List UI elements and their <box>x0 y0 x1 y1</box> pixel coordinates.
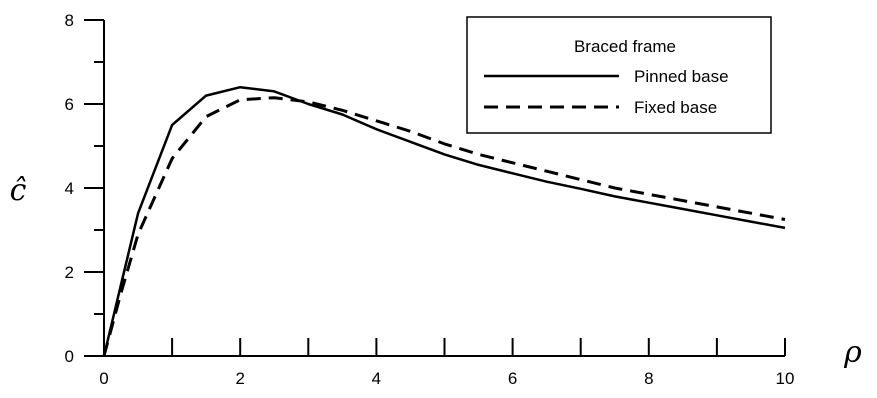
x-tick-label: 2 <box>235 369 244 388</box>
legend-label-fixed-base: Fixed base <box>634 98 717 117</box>
y-tick-label: 6 <box>65 95 74 114</box>
y-tick-label: 2 <box>65 263 74 282</box>
series-line-pinned-base <box>102 85 786 357</box>
x-tick-label: 8 <box>644 369 653 388</box>
x-axis-title: ρ <box>843 335 862 370</box>
x-tick-label: 10 <box>776 369 795 388</box>
x-tick-label: 0 <box>99 369 108 388</box>
legend-title: Braced frame <box>574 37 676 56</box>
series-layer <box>102 85 786 357</box>
series-line-fixed-base <box>102 96 786 357</box>
y-tick-label: 0 <box>65 347 74 366</box>
x-tick-label: 6 <box>508 369 517 388</box>
y-axis-title: ĉ <box>10 173 27 208</box>
y-tick-label: 8 <box>65 11 74 30</box>
x-tick-label: 4 <box>372 369 381 388</box>
y-tick-label: 4 <box>65 179 74 198</box>
legend-label-pinned-base: Pinned base <box>634 67 729 86</box>
axes: 0 2 4 6 8 10 0 2 4 6 8 <box>65 11 795 388</box>
legend: Braced frame Pinned base Fixed base <box>466 16 772 134</box>
